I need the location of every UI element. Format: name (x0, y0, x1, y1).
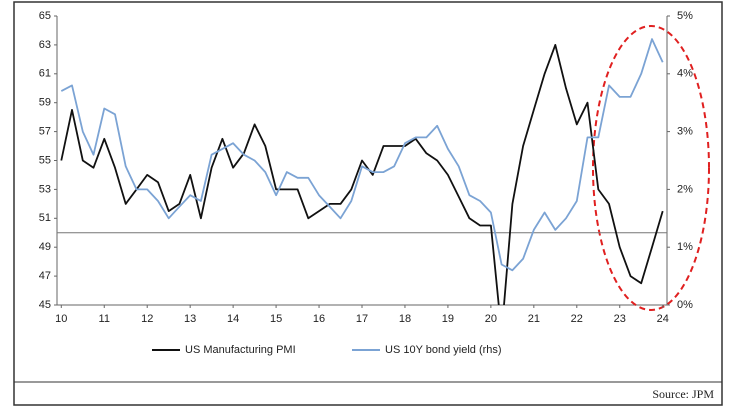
y-tick-label: 59 (39, 97, 51, 109)
frame (13, 1, 723, 406)
x-tick-label: 18 (399, 313, 411, 325)
y-tick-label: 47 (39, 270, 51, 282)
y2-tick-label: 1% (677, 241, 693, 253)
y-tick-label: 55 (39, 154, 51, 166)
y2-tick-label: 2% (677, 183, 693, 195)
y-tick-label: 51 (39, 212, 51, 224)
x-tick-label: 21 (528, 313, 540, 325)
y-tick-label: 57 (39, 126, 51, 138)
y2-tick-label: 4% (677, 68, 693, 80)
x-tick-label: 19 (442, 313, 454, 325)
x-tick-label: 24 (657, 313, 669, 325)
x-tick-label: 20 (485, 313, 497, 325)
series-line (60, 44, 664, 305)
x-tick-label: 14 (227, 313, 239, 325)
y2-tick-label: 3% (677, 126, 693, 138)
legend-label: US Manufacturing PMI (185, 344, 296, 356)
x-tick-label: 23 (614, 313, 626, 325)
highlight-ellipse (592, 25, 710, 311)
x-tick-label: 22 (571, 313, 583, 325)
y-tick-label: 49 (39, 241, 51, 253)
x-tick-label: 16 (313, 313, 325, 325)
y2-tick-label: 0% (677, 299, 693, 311)
x-tick-label: 17 (356, 313, 368, 325)
x-tick-label: 12 (141, 313, 153, 325)
y-tick-label: 45 (39, 299, 51, 311)
x-tick-label: 10 (55, 313, 67, 325)
x-tick-label: 13 (184, 313, 196, 325)
y-tick-label: 53 (39, 183, 51, 195)
series-line (60, 38, 664, 272)
x-tick-label: 11 (99, 313, 110, 325)
x-tick-label: 15 (270, 313, 282, 325)
y2-tick-label: 5% (677, 10, 693, 22)
y-tick-label: 65 (39, 10, 51, 22)
source: Source: JPM (652, 387, 714, 401)
legend-label: US 10Y bond yield (rhs) (385, 344, 502, 356)
y-tick-label: 63 (39, 39, 51, 51)
y-tick-label: 61 (39, 68, 51, 80)
